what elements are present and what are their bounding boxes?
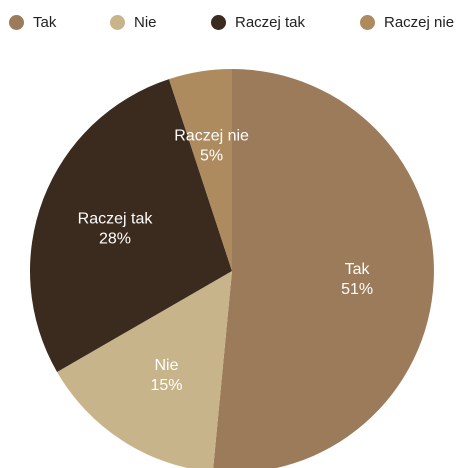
legend-label-raczej-nie: Raczej nie [384,13,455,31]
legend-swatch-nie [110,14,125,30]
chart-legend: Tak Nie Raczej tak Raczej nie [0,10,457,34]
pie-slice-tak[interactable] [213,69,434,468]
legend-swatch-raczej-tak [211,14,226,30]
slice-label-raczej-nie: Raczej nie [174,127,249,144]
slice-value-nie: 15% [150,377,182,394]
pie-slice-raczej-tak[interactable] [29,79,233,372]
slice-value-raczej-tak: 28% [99,230,131,247]
slice-value-raczej-nie: 5% [200,147,223,164]
legend-swatch-tak [9,14,24,30]
legend-item-tak[interactable]: Tak [9,10,56,34]
legend-item-nie[interactable]: Nie [110,10,157,34]
slice-label-tak: Tak [345,261,371,278]
slice-label-raczej-tak: Raczej tak [78,210,154,227]
legend-label-nie: Nie [134,13,157,31]
pie-slice-raczej-nie[interactable] [168,69,232,271]
slice-label-nie: Nie [154,357,178,374]
legend-label-tak: Tak [33,13,57,31]
pie-slice-nie[interactable] [57,271,232,468]
legend-item-raczej-tak[interactable]: Raczej tak [211,10,305,34]
legend-item-raczej-nie[interactable]: Raczej nie [360,10,454,34]
legend-swatch-raczej-nie [360,14,375,30]
legend-label-raczej-tak: Raczej tak [235,13,306,31]
slice-value-tak: 51% [341,281,373,298]
